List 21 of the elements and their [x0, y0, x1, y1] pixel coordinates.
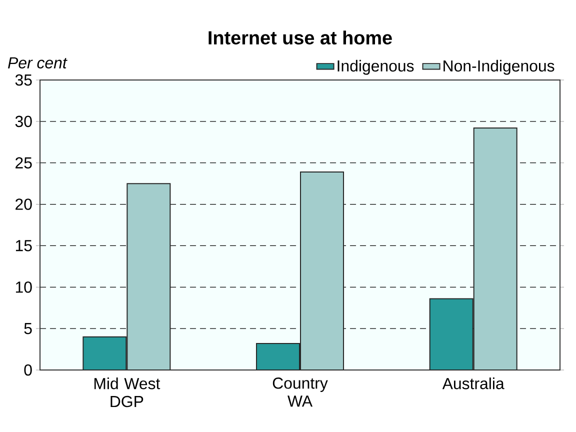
x-tick-label: Australia [442, 378, 504, 390]
legend-label: Indigenous [338, 60, 414, 75]
bar [429, 298, 474, 370]
y-tick-label: 35 [15, 74, 32, 86]
chart-title: Internet use at home [208, 30, 392, 45]
y-tick-label: 15 [16, 240, 32, 252]
y-tick-label: 20 [16, 198, 32, 210]
bar [126, 183, 171, 370]
legend-label: Non-Indigenous [444, 60, 554, 75]
bar [473, 128, 518, 370]
x-tick-label: Country WA [272, 378, 328, 407]
y-tick-label: 5 [24, 323, 32, 334]
y-tick-label: 30 [15, 116, 32, 128]
bar [256, 342, 300, 370]
bar [300, 171, 344, 370]
y-tick-label: 10 [16, 282, 32, 293]
x-tick-label: Mid West DGP [94, 378, 160, 408]
y-axis-title: Per cent [8, 57, 68, 68]
bar [82, 336, 127, 370]
y-tick-label: 25 [16, 157, 32, 168]
y-tick-label: 0 [24, 364, 32, 376]
